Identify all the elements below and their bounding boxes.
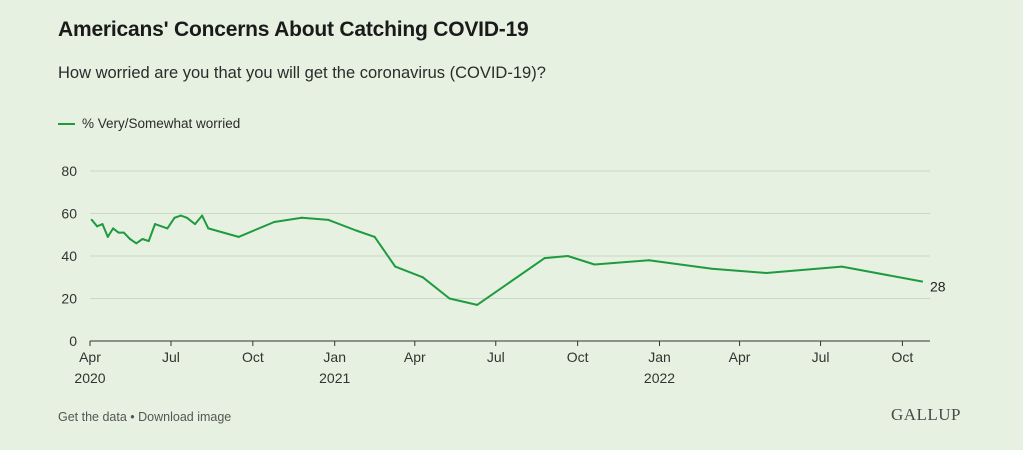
- data-point: [194, 223, 197, 226]
- x-tick-label: Oct: [242, 349, 264, 365]
- chart-subtitle: How worried are you that you will get th…: [58, 64, 546, 82]
- data-point: [112, 227, 115, 230]
- x-tick-year-label: 2020: [74, 370, 105, 386]
- data-point: [355, 229, 358, 232]
- x-tick-label: Oct: [892, 349, 914, 365]
- data-point: [117, 231, 120, 234]
- data-point: [185, 216, 188, 219]
- data-point: [421, 276, 424, 279]
- data-point: [237, 235, 240, 238]
- data-point: [106, 235, 109, 238]
- data-point: [166, 227, 169, 230]
- x-tick-label: Jul: [487, 349, 505, 365]
- data-point: [147, 240, 150, 243]
- data-point: [96, 225, 99, 228]
- footer-separator: •: [126, 410, 139, 424]
- data-point: [373, 235, 376, 238]
- x-tick-label: Jan: [323, 349, 346, 365]
- y-tick-label: 0: [69, 333, 77, 349]
- series-line: [90, 214, 923, 306]
- data-point: [135, 242, 138, 245]
- x-tick-label: Apr: [79, 349, 101, 365]
- chart-title: Americans' Concerns About Catching COVID…: [58, 18, 529, 41]
- data-point: [647, 259, 650, 262]
- x-tick-label: Apr: [404, 349, 426, 365]
- x-tick-label: Apr: [729, 349, 751, 365]
- data-point: [300, 216, 303, 219]
- legend-label: % Very/Somewhat worried: [82, 116, 241, 131]
- footer-links: Get the data • Download image: [58, 410, 231, 424]
- x-tick-label: Jul: [812, 349, 830, 365]
- x-tick-year-label: 2022: [644, 370, 675, 386]
- data-point: [153, 223, 156, 226]
- data-point: [201, 214, 204, 217]
- data-point: [179, 214, 182, 217]
- y-tick-label: 80: [61, 163, 77, 179]
- data-point: [840, 265, 843, 268]
- x-tick-label: Jul: [162, 349, 180, 365]
- data-point: [101, 223, 104, 226]
- data-point: [122, 231, 125, 234]
- data-point: [129, 238, 132, 240]
- data-point: [921, 280, 923, 283]
- x-tick-year-label: 2021: [319, 370, 350, 386]
- data-point: [90, 218, 93, 221]
- data-point: [593, 263, 596, 266]
- data-point: [141, 238, 144, 240]
- data-point: [448, 297, 451, 300]
- get-data-link[interactable]: Get the data: [58, 410, 127, 424]
- y-tick-label: 20: [61, 291, 77, 307]
- y-tick-label: 60: [61, 206, 77, 222]
- data-point: [543, 257, 546, 260]
- data-point: [207, 227, 210, 230]
- data-point: [173, 216, 176, 219]
- gallup-logo: GALLUP: [890, 405, 961, 424]
- legend-swatch: [58, 122, 75, 125]
- data-point: [710, 267, 713, 270]
- download-image-link[interactable]: Download image: [138, 410, 232, 424]
- data-point: [394, 265, 397, 268]
- data-point: [327, 218, 330, 221]
- data-point: [273, 221, 276, 223]
- x-tick-label: Oct: [567, 349, 589, 365]
- data-point: [566, 255, 569, 257]
- data-point: [476, 303, 479, 306]
- x-tick-label: Jan: [648, 349, 671, 365]
- y-tick-label: 40: [61, 248, 77, 264]
- end-value-label: 28: [930, 279, 946, 295]
- legend: % Very/Somewhat worried: [58, 116, 240, 131]
- data-point: [765, 272, 768, 274]
